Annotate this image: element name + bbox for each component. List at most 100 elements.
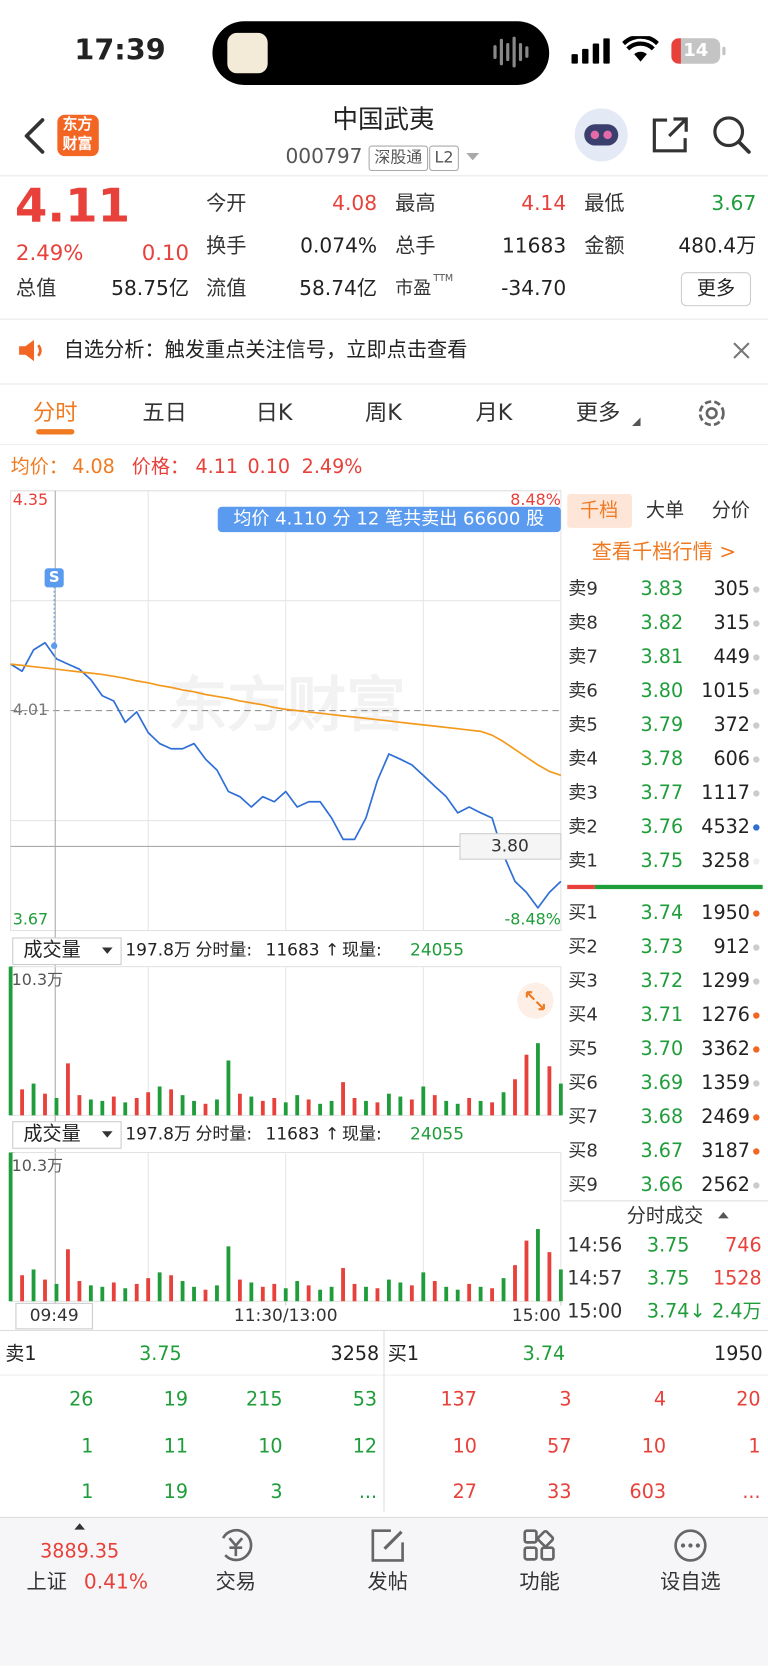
volume-tick-label: 10.3万 <box>12 970 63 989</box>
volume-bar <box>203 1103 208 1116</box>
index-name[interactable]: 上证 <box>26 1570 67 1594</box>
queue-qty: 11 <box>163 1435 189 1458</box>
divider <box>0 1329 768 1331</box>
level-dot <box>753 1114 760 1121</box>
trade-time: 15:00 <box>567 1300 623 1323</box>
volume-bar <box>524 1240 529 1302</box>
function-icon[interactable] <box>522 1528 558 1564</box>
level-price: 3.68 <box>640 1106 684 1129</box>
stock-name: 中国武夷 <box>332 104 435 135</box>
nav-item[interactable]: 交易 <box>215 1570 257 1594</box>
tag: 深股通 <box>374 147 423 167</box>
level-qty: 1276 <box>701 1004 750 1027</box>
book-tab[interactable]: 大单 <box>645 499 685 522</box>
volume-bar <box>146 1092 151 1116</box>
volume-bar <box>329 1100 334 1116</box>
field-value: 4.14 <box>521 191 567 216</box>
volume-bar <box>169 1089 174 1116</box>
index-change[interactable]: 0.41% <box>83 1570 149 1594</box>
volume-bar <box>364 1100 368 1116</box>
logo-text: 东方 <box>62 116 93 134</box>
trade-icon[interactable] <box>217 1528 255 1564</box>
field-value: 58.74亿 <box>299 276 378 301</box>
volume-bar <box>536 1043 540 1116</box>
tab[interactable]: 五日 <box>142 399 187 426</box>
volume-bar <box>295 1281 300 1302</box>
l2-price: 3.74 <box>522 1342 566 1366</box>
y-tick-label: 4.01 <box>13 700 48 719</box>
volume-bar <box>123 1102 128 1116</box>
dropdown-icon[interactable] <box>465 152 480 163</box>
volume-tick-label: 10.3万 <box>12 1156 63 1175</box>
volume-bar <box>249 1096 254 1116</box>
queue-qty: 1 <box>81 1435 94 1458</box>
field-label: 换手 <box>206 234 247 258</box>
expand-button <box>517 982 554 1019</box>
level-dot <box>753 1080 760 1087</box>
volume-bar <box>283 1288 288 1302</box>
level-qty: 2469 <box>701 1106 750 1129</box>
banner-text[interactable]: 自选分析：触发重点关注信号，立即点击查看 <box>63 338 468 362</box>
volume-bar <box>43 1093 47 1116</box>
level-dot <box>753 790 760 797</box>
divider <box>383 1330 385 1512</box>
tab[interactable]: 月K <box>475 399 513 426</box>
share-button[interactable] <box>650 115 690 155</box>
divider <box>0 175 768 177</box>
trade-time: 14:56 <box>567 1234 623 1257</box>
crosshair-price: 3.80 <box>491 836 529 856</box>
nav-item[interactable]: 发帖 <box>367 1570 408 1594</box>
volume-title: 成交量 <box>23 1122 80 1145</box>
more-button[interactable]: 更多 <box>680 272 752 306</box>
volume-bar <box>260 1286 265 1302</box>
level-price: 3.67 <box>640 1139 684 1163</box>
volume-bar <box>88 1099 93 1116</box>
price-change: 0.10 <box>247 455 291 479</box>
volume-bar <box>192 1100 196 1116</box>
search-button[interactable] <box>712 115 752 155</box>
level-qty: 315 <box>713 612 750 635</box>
volume-bar <box>306 1285 311 1302</box>
tab[interactable]: 周K <box>364 399 402 426</box>
back-button[interactable] <box>21 117 49 155</box>
trade-time: 14:57 <box>567 1267 623 1290</box>
volume-selector <box>12 1121 122 1149</box>
tab[interactable]: 更多 <box>575 399 621 426</box>
level-price: 3.70 <box>640 1038 684 1061</box>
assistant-avatar[interactable] <box>574 107 629 162</box>
level-label: 买3 <box>568 970 598 992</box>
index-value[interactable]: 3889.35 <box>40 1540 120 1563</box>
level-dot <box>753 756 760 763</box>
volume-bar <box>226 1246 231 1302</box>
volume-bar <box>157 1086 162 1116</box>
audio-icon <box>493 36 529 68</box>
nav-item[interactable]: 功能 <box>519 1570 560 1594</box>
logo-text: 财富 <box>62 135 93 153</box>
watchlist-icon[interactable] <box>672 1528 708 1564</box>
more-arrow <box>632 417 641 426</box>
annotation: 均价 4.110 分 12 笔共卖出 66600 股 <box>233 508 544 529</box>
nav-item[interactable]: 设自选 <box>660 1570 721 1594</box>
level-price: 3.73 <box>640 936 684 959</box>
volume-bar <box>329 1286 334 1302</box>
tab[interactable]: 日K <box>255 399 293 426</box>
volume-bar <box>249 1282 254 1302</box>
volume-bar <box>352 1283 357 1302</box>
settings-button[interactable] <box>696 397 728 429</box>
volume-bar <box>558 1269 563 1302</box>
queue-qty: 4 <box>653 1388 667 1411</box>
collapse-arrow[interactable] <box>717 1210 730 1221</box>
tab[interactable]: 分时 <box>32 399 78 426</box>
field-value: -34.70 <box>501 276 567 301</box>
queue-qty: 27 <box>452 1480 477 1504</box>
volume-bar <box>8 966 13 1116</box>
volume-bar <box>88 1285 93 1302</box>
book-tab[interactable]: 分价 <box>711 499 750 522</box>
level-dot <box>753 1046 760 1053</box>
volume-bar <box>54 1283 59 1302</box>
close-button[interactable] <box>731 340 752 361</box>
book-link[interactable]: 查看千档行情 > <box>591 540 737 564</box>
post-icon[interactable] <box>370 1528 406 1564</box>
book-tab[interactable]: 千档 <box>579 499 619 522</box>
level-dot <box>753 654 760 661</box>
